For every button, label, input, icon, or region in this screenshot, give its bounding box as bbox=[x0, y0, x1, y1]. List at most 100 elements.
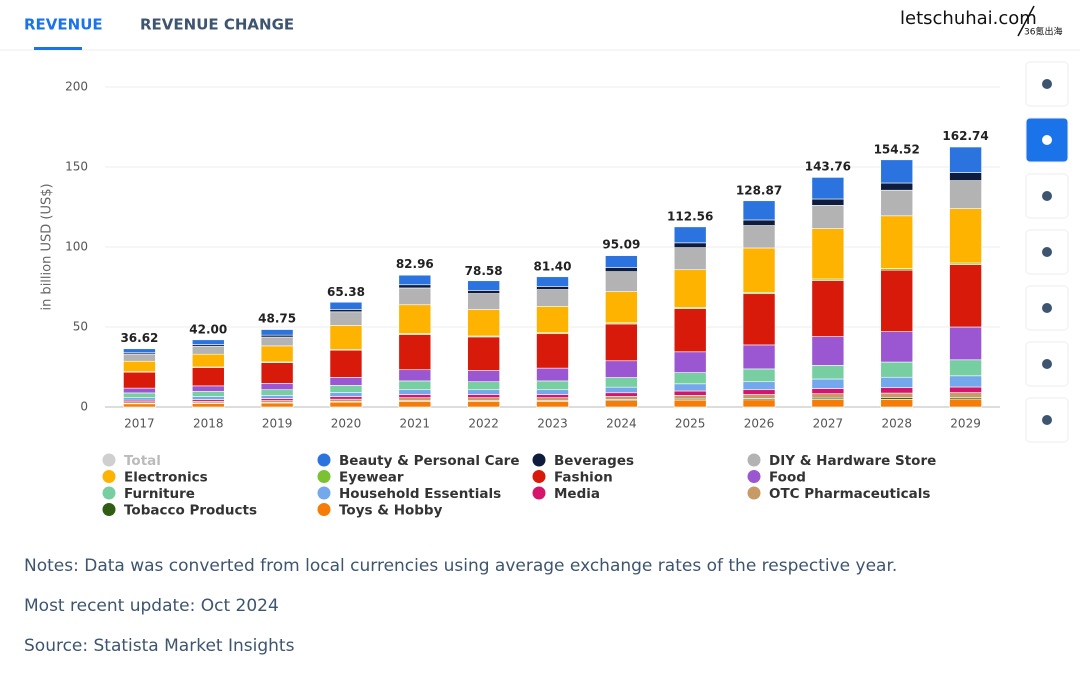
bar-segment bbox=[742, 344, 776, 370]
logo-slash bbox=[1017, 5, 1035, 37]
bar-segment bbox=[742, 200, 776, 221]
y-tick-label: 0 bbox=[80, 400, 88, 414]
bar-segment bbox=[398, 287, 432, 306]
bar-segment bbox=[880, 399, 914, 408]
tool-icon bbox=[1042, 135, 1052, 145]
bar-segment bbox=[260, 345, 294, 363]
bar-segment bbox=[949, 392, 982, 398]
x-tick-label: 2017 bbox=[124, 417, 155, 431]
bar-segment bbox=[329, 325, 363, 350]
bar-segment bbox=[329, 377, 363, 386]
bar-segment bbox=[398, 397, 432, 401]
bar-segment bbox=[191, 391, 225, 397]
legend-swatch bbox=[747, 486, 761, 500]
tool-icon bbox=[1042, 247, 1052, 257]
x-tick-label: 2022 bbox=[468, 417, 499, 431]
tool-icon bbox=[1042, 415, 1052, 425]
bar-segment bbox=[949, 208, 982, 264]
bar-segment bbox=[880, 361, 914, 378]
bar-segment bbox=[880, 189, 914, 217]
bar-segment bbox=[536, 276, 569, 287]
bar-segment bbox=[398, 334, 432, 371]
legend-swatch bbox=[317, 470, 331, 483]
x-tick-label: 2025 bbox=[675, 417, 706, 431]
tool-icon bbox=[1042, 191, 1052, 201]
note: Most recent update: Oct 2024 bbox=[24, 596, 279, 616]
bar-segment bbox=[398, 274, 432, 286]
legend-swatch bbox=[532, 486, 546, 500]
bar-segment bbox=[536, 380, 569, 391]
legend-label: Eyewear bbox=[339, 470, 404, 486]
bar-segment bbox=[467, 381, 500, 391]
bar-segment bbox=[123, 353, 156, 362]
total-label: 78.58 bbox=[465, 264, 503, 278]
tool-icon bbox=[1042, 79, 1052, 89]
bar-segment bbox=[536, 289, 569, 307]
legend-label: Furniture bbox=[124, 486, 195, 502]
legend-label: Beauty & Personal Care bbox=[339, 453, 520, 469]
total-label: 154.52 bbox=[874, 142, 920, 156]
y-tick-label: 50 bbox=[73, 320, 88, 334]
total-label: 143.76 bbox=[805, 159, 851, 173]
total-label: 95.09 bbox=[602, 237, 640, 251]
bar-segment bbox=[398, 380, 432, 391]
bar-segment bbox=[742, 293, 776, 346]
bar-segment bbox=[949, 386, 982, 393]
bar-segment bbox=[398, 401, 432, 408]
bar-segment bbox=[191, 403, 225, 408]
total-label: 81.40 bbox=[534, 259, 572, 273]
total-label: 82.96 bbox=[396, 257, 434, 271]
legend-swatch bbox=[102, 470, 116, 483]
bar-segment bbox=[398, 284, 432, 289]
bar-segment bbox=[673, 242, 707, 248]
bar-segment bbox=[811, 399, 845, 408]
bar-segment bbox=[467, 336, 500, 371]
bar-segment bbox=[880, 159, 914, 184]
bar-segment bbox=[949, 359, 982, 377]
bar-segment bbox=[536, 306, 569, 334]
bar-segment bbox=[605, 377, 638, 388]
bar-segment bbox=[949, 180, 982, 209]
bar-segment bbox=[536, 333, 569, 369]
bar-segment bbox=[191, 396, 225, 400]
bar-segment bbox=[260, 395, 294, 399]
bar-segment bbox=[811, 393, 845, 399]
bar-segment bbox=[536, 367, 569, 382]
tool-icon bbox=[1042, 303, 1052, 313]
bar-segment bbox=[811, 388, 845, 395]
bar-segment bbox=[742, 381, 776, 391]
bar-segment bbox=[467, 370, 500, 383]
tab-active[interactable]: REVENUE bbox=[24, 16, 103, 34]
bar-segment bbox=[467, 309, 500, 337]
bar-segment bbox=[605, 386, 638, 394]
bar-segment bbox=[949, 326, 982, 361]
bar-segment bbox=[673, 372, 707, 385]
x-tick-label: 2023 bbox=[537, 417, 568, 431]
tab-underline bbox=[34, 47, 82, 50]
bar-segment bbox=[467, 293, 500, 310]
bar-segment bbox=[329, 349, 363, 378]
total-label: 162.74 bbox=[942, 129, 988, 143]
total-label: 112.56 bbox=[667, 209, 713, 223]
total-label: 36.62 bbox=[120, 331, 158, 345]
bar-segment bbox=[329, 311, 363, 326]
x-tick-label: 2018 bbox=[193, 417, 224, 431]
bar-segment bbox=[191, 339, 225, 345]
total-label: 65.38 bbox=[327, 285, 365, 299]
bar-segment bbox=[123, 403, 156, 408]
note: Notes: Data was converted from local cur… bbox=[24, 556, 897, 576]
bar-segment bbox=[329, 301, 363, 310]
legend-label: Electronics bbox=[124, 470, 208, 486]
bar-segment bbox=[398, 389, 432, 395]
bar-segment bbox=[398, 369, 432, 382]
bar-segment bbox=[811, 378, 845, 389]
tab[interactable]: REVENUE CHANGE bbox=[140, 16, 294, 34]
bar-segment bbox=[467, 389, 500, 395]
legend-label: Beverages bbox=[554, 453, 634, 469]
bar-segment bbox=[673, 383, 707, 392]
bar-segment bbox=[880, 331, 914, 363]
bar-segment bbox=[260, 336, 294, 347]
bar-segment bbox=[467, 290, 500, 294]
total-label: 48.75 bbox=[258, 312, 296, 326]
bar-segment bbox=[605, 271, 638, 292]
